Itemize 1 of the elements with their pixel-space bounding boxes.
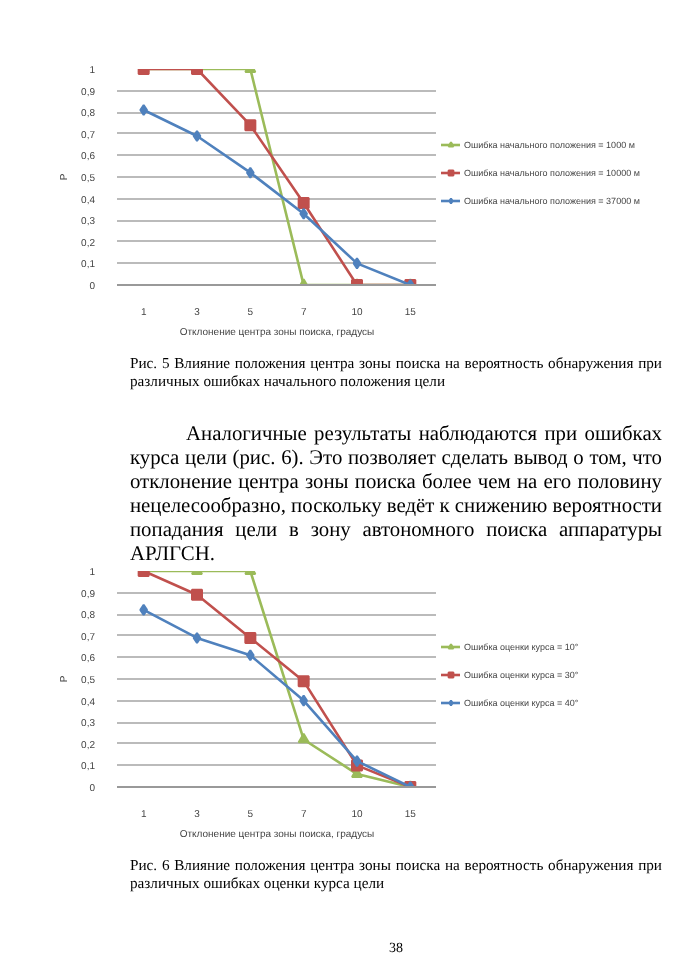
text: Аналогичные результаты наблюдаются при ошибках курса цели (рис. 6). Это позволяет сделать вывод о том, что отклонение центра зоны поиска более чем на его половину нецелесообразно, поскольку ведёт к снижению вероятности попадания цели в зону автономного поиска аппаратуры АРЛГСН.	[130, 424, 662, 568]
